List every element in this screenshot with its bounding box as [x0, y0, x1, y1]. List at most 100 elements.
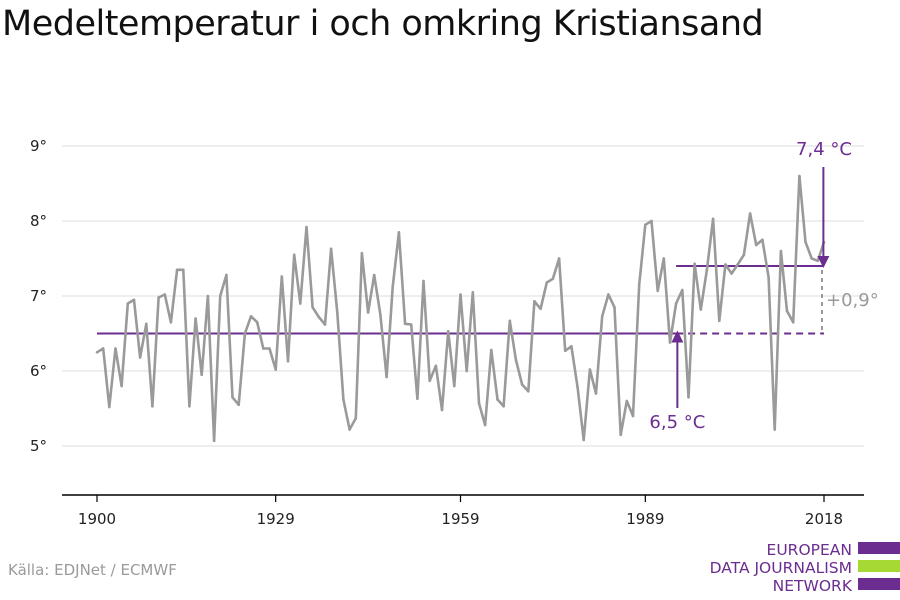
- data-point-1968: [514, 358, 518, 362]
- data-point-1962: [477, 402, 481, 405]
- data-point-1963: [483, 423, 487, 427]
- data-point-1978: [576, 386, 579, 389]
- data-point-1981: [594, 392, 598, 395]
- logo-bar-purple-top: [858, 542, 900, 554]
- data-point-2000: [711, 217, 715, 221]
- data-point-1912: [169, 321, 173, 324]
- data-point-1904: [120, 384, 123, 388]
- data-point-1958: [453, 384, 456, 388]
- baseline-value-label: 6,5 °C: [649, 412, 705, 433]
- data-point-1932: [292, 253, 296, 257]
- data-point-1922: [231, 396, 234, 399]
- data-point-1945: [372, 273, 376, 277]
- temperature-data-points: [95, 174, 826, 443]
- data-point-1917: [200, 373, 203, 377]
- data-point-1993: [668, 341, 672, 344]
- x-tick-label: 1929: [257, 510, 295, 528]
- data-point-1979: [582, 438, 585, 442]
- data-point-1930: [280, 275, 284, 278]
- x-tick-label: 1959: [441, 510, 479, 528]
- data-point-1953: [422, 279, 425, 283]
- data-point-1918: [206, 294, 210, 298]
- data-point-1933: [299, 302, 302, 305]
- data-point-1940: [342, 398, 345, 401]
- data-point-1911: [163, 293, 167, 296]
- data-point-1955: [434, 364, 438, 368]
- data-point-2011: [779, 249, 783, 253]
- y-tick-label: 7°: [30, 287, 47, 305]
- data-point-2005: [742, 253, 746, 257]
- data-point-1997: [693, 262, 696, 266]
- data-point-1957: [446, 330, 450, 333]
- data-point-1941: [348, 428, 351, 431]
- data-point-1985: [619, 433, 622, 437]
- temperature-series-line: [96, 174, 826, 443]
- data-point-2015: [804, 240, 807, 244]
- y-tick-label: 5°: [30, 437, 47, 455]
- data-point-1927: [262, 347, 265, 350]
- data-point-1907: [138, 356, 142, 359]
- data-point-1926: [255, 321, 259, 324]
- data-point-1901: [101, 347, 105, 350]
- data-point-1994: [674, 302, 678, 305]
- data-point-1915: [188, 405, 191, 408]
- data-point-1977: [570, 345, 573, 348]
- logo-bar-green: [858, 560, 900, 572]
- x-axis-ticks: 1900 1929 1959 1989 2018: [78, 495, 843, 528]
- data-point-1903: [114, 347, 117, 350]
- data-point-2009: [767, 276, 770, 279]
- data-point-1925: [249, 315, 253, 318]
- data-point-1960: [465, 369, 469, 373]
- data-point-1942: [354, 417, 358, 420]
- data-point-1944: [366, 311, 370, 314]
- data-point-1939: [336, 311, 339, 314]
- data-point-1966: [502, 405, 505, 408]
- data-point-1929: [274, 368, 278, 371]
- difference-label: +0,9°: [826, 290, 879, 311]
- data-point-1987: [631, 414, 635, 418]
- grid-lines: [62, 145, 864, 447]
- data-point-1983: [607, 293, 610, 296]
- data-point-1934: [305, 225, 308, 229]
- data-point-1989: [644, 223, 647, 227]
- data-point-1914: [182, 268, 185, 272]
- annotations: 6,5 °C 7,4 °C +0,9°: [649, 139, 878, 433]
- data-point-1954: [428, 379, 432, 383]
- y-tick-label: 6°: [30, 362, 47, 380]
- x-tick-label: 2018: [805, 510, 843, 528]
- data-point-2003: [730, 272, 733, 275]
- data-point-1970: [527, 390, 530, 393]
- data-point-1976: [563, 349, 567, 353]
- data-point-1990: [650, 219, 653, 223]
- edjnet-logo: EUROPEAN DATA JOURNALISM NETWORK: [705, 540, 900, 596]
- y-axis-tick-labels: 5° 6° 7° 8° 9°: [30, 137, 47, 455]
- data-point-1952: [416, 397, 419, 401]
- x-tick-label: 1989: [626, 510, 664, 528]
- data-point-1916: [194, 317, 197, 320]
- data-point-1902: [108, 405, 111, 409]
- recent-value-label: 7,4 °C: [796, 139, 852, 160]
- data-point-1964: [490, 348, 493, 352]
- data-point-1906: [132, 298, 136, 302]
- data-point-1991: [656, 289, 659, 293]
- data-point-1996: [687, 396, 690, 399]
- data-point-1986: [625, 399, 629, 403]
- data-point-2007: [754, 243, 758, 247]
- data-point-1910: [157, 296, 160, 299]
- data-point-2004: [736, 263, 739, 266]
- data-point-1971: [533, 300, 536, 303]
- data-point-2008: [761, 238, 764, 242]
- data-point-1947: [385, 375, 388, 379]
- data-point-1948: [391, 285, 395, 289]
- data-point-2013: [791, 321, 795, 324]
- data-point-1935: [311, 306, 314, 309]
- data-point-1938: [329, 247, 333, 251]
- data-point-1961: [471, 291, 475, 294]
- data-point-2017: [816, 259, 820, 263]
- data-point-1913: [175, 268, 179, 272]
- data-point-1921: [225, 273, 228, 277]
- data-point-1982: [600, 315, 604, 318]
- source-credit: Källa: EDJNet / ECMWF: [8, 561, 177, 579]
- data-point-1920: [218, 294, 222, 298]
